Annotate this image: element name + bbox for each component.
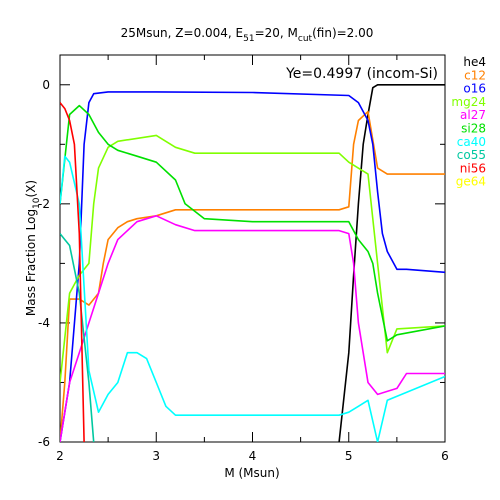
- legend-item-al27: al27: [460, 108, 486, 122]
- x-tick-label: 2: [56, 449, 64, 463]
- legend-item-co55: co55: [457, 148, 486, 162]
- legend-item-c12: c12: [464, 68, 486, 82]
- legend-item-ca40: ca40: [457, 135, 486, 149]
- legend-item-o16: o16: [463, 82, 486, 96]
- series-line-si28: [60, 104, 445, 342]
- series-line-he4: [338, 84, 445, 442]
- x-axis-label: M (Msun): [224, 466, 279, 480]
- axis-ticks: [59, 55, 446, 443]
- series-group: [60, 84, 445, 442]
- series-line-c12: [60, 110, 445, 442]
- y-tick-labels: 0 -2 -4 -6: [38, 78, 50, 449]
- y-tick-label: -2: [38, 197, 50, 211]
- legend-item-mg24: mg24: [451, 95, 486, 109]
- legend-item-ni56: ni56: [460, 161, 486, 175]
- x-tick-label: 5: [345, 449, 353, 463]
- series-line-al27: [60, 215, 445, 442]
- y-axis-label-main: Mass Fraction Log: [24, 209, 38, 316]
- legend-item-ge64: ge64: [456, 175, 486, 189]
- title-part-b: =20, M: [255, 26, 298, 40]
- title-part-a: 25Msun, Z=0.004, E: [121, 26, 244, 40]
- y-tick-label: 0: [42, 78, 50, 92]
- annotation-text: Ye=0.4997 (incom-Si): [285, 66, 438, 82]
- y-axis-label: Mass Fraction Log10(X): [24, 180, 42, 316]
- y-tick-label: -4: [38, 316, 50, 330]
- x-tick-label: 6: [441, 449, 449, 463]
- title-subscript-2: cut: [298, 34, 313, 44]
- x-tick-labels: 2 3 4 5 6: [56, 449, 449, 463]
- series-line-ni56: [60, 102, 85, 442]
- x-tick-label: 3: [152, 449, 160, 463]
- legend-item-he4: he4: [463, 55, 486, 69]
- series-line-mg24: [60, 134, 445, 383]
- series-line-co55: [60, 233, 95, 442]
- series-line-o16: [60, 91, 445, 442]
- legend-item-si28: si28: [461, 122, 486, 136]
- title-subscript-1: 51: [243, 34, 254, 44]
- title-part-c: (fin)=2.00: [312, 26, 373, 40]
- y-tick-label: -6: [38, 435, 50, 449]
- y-axis-label-end: (X): [24, 180, 38, 198]
- y-axis-label-subscript: 10: [32, 197, 42, 209]
- chart-title: 25Msun, Z=0.004, E51=20, Mcut(fin)=2.00: [121, 26, 374, 44]
- x-tick-label: 4: [249, 449, 257, 463]
- series-line-ca40: [60, 155, 445, 442]
